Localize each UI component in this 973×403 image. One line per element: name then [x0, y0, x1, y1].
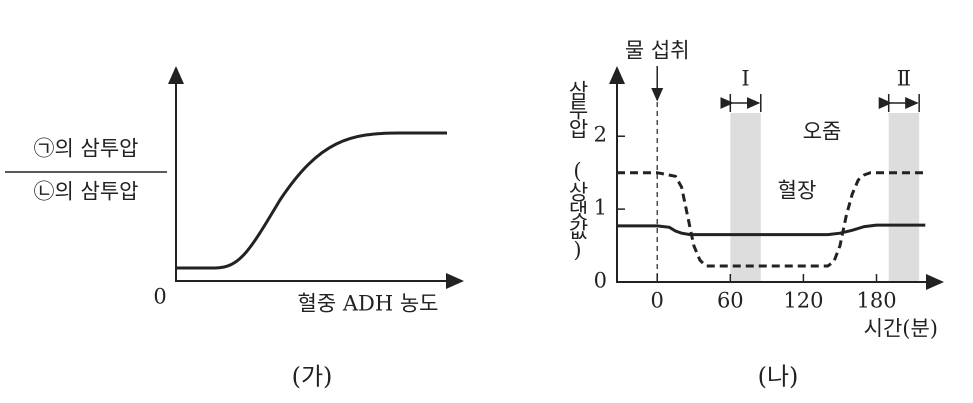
y-tick-label: 0 — [594, 269, 607, 293]
shaded-band — [730, 113, 761, 282]
y-label-denominator: ㉡의 삼투압 — [34, 180, 139, 204]
x-axis-label: 시간(분) — [864, 317, 938, 341]
x-tick-label: 0 — [651, 289, 664, 313]
y-axis-label: 삼투압 (상댓값) — [566, 80, 590, 261]
x-axis-label: 혈중 ADH 농도 — [298, 292, 439, 316]
x-tick-label: 120 — [783, 289, 823, 313]
band-label: Ⅱ — [897, 67, 911, 91]
series-line — [617, 171, 926, 268]
series-line — [617, 223, 926, 237]
y-tick-label: 2 — [594, 123, 607, 147]
caption: (나) — [758, 363, 799, 391]
caption: (가) — [292, 363, 333, 391]
series-label: 혈장 — [778, 179, 817, 203]
curve — [176, 131, 447, 270]
x-tick-label: 60 — [717, 289, 744, 313]
band-label: Ⅰ — [741, 67, 749, 91]
origin-label: 0 — [153, 285, 166, 309]
shaded-band — [888, 113, 920, 282]
series-label: 오줌 — [803, 120, 842, 144]
y-tick-label: 1 — [594, 196, 607, 220]
y-label-numerator: ㉠의 삼투압 — [34, 137, 139, 161]
x-tick-label: 180 — [856, 289, 896, 313]
annotation-label: 물 섭취 — [625, 39, 690, 63]
